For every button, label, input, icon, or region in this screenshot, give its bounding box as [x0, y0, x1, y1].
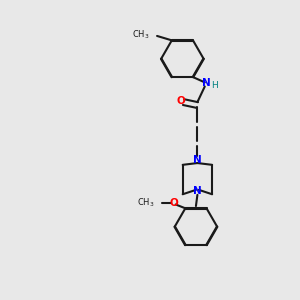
Text: CH$_3$: CH$_3$: [137, 197, 155, 209]
Text: N: N: [193, 154, 202, 164]
Text: N: N: [193, 186, 202, 196]
Text: H: H: [211, 81, 218, 90]
Text: O: O: [177, 96, 186, 106]
Text: CH$_3$: CH$_3$: [132, 28, 150, 41]
Text: N: N: [202, 78, 211, 88]
Text: O: O: [170, 198, 178, 208]
